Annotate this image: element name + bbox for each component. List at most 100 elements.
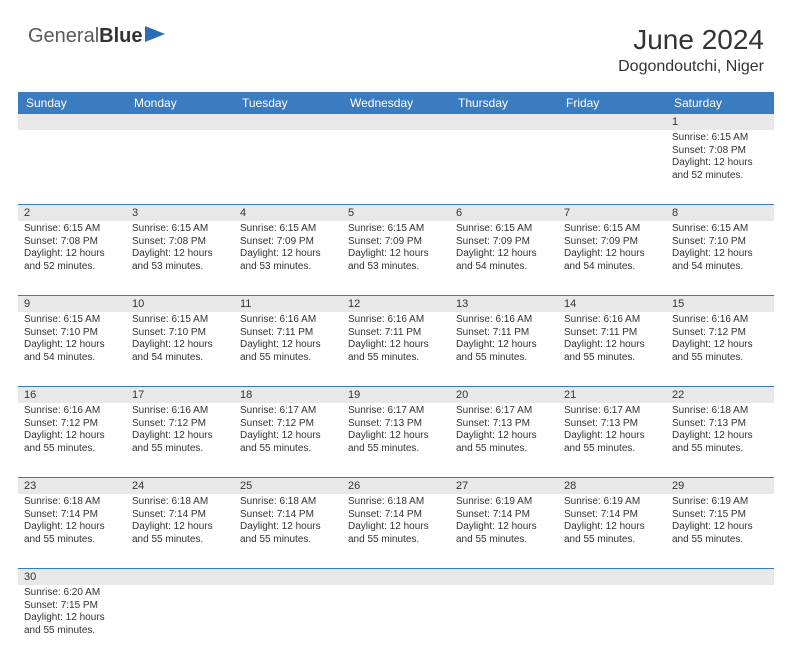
daylight-text-1: Daylight: 12 hours bbox=[24, 430, 120, 443]
day-header-row: SundayMondayTuesdayWednesdayThursdayFrid… bbox=[18, 92, 774, 114]
daylight-text-1: Daylight: 12 hours bbox=[24, 339, 120, 352]
daylight-text-1: Daylight: 12 hours bbox=[240, 248, 336, 261]
day-cell bbox=[234, 130, 342, 204]
logo: GeneralBlue bbox=[28, 24, 169, 48]
daylight-text-2: and 54 minutes. bbox=[132, 352, 228, 365]
sunrise-text: Sunrise: 6:18 AM bbox=[672, 405, 768, 418]
daylight-text-1: Daylight: 12 hours bbox=[240, 339, 336, 352]
day-header: Monday bbox=[126, 92, 234, 114]
day-number: 6 bbox=[450, 205, 558, 221]
daylight-text-2: and 54 minutes. bbox=[564, 261, 660, 274]
daylight-text-2: and 52 minutes. bbox=[24, 261, 120, 274]
sunrise-text: Sunrise: 6:17 AM bbox=[348, 405, 444, 418]
day-number: 30 bbox=[18, 569, 126, 585]
calendar: SundayMondayTuesdayWednesdayThursdayFrid… bbox=[18, 92, 774, 659]
day-cell: Sunrise: 6:15 AMSunset: 7:08 PMDaylight:… bbox=[18, 221, 126, 295]
sunset-text: Sunset: 7:08 PM bbox=[672, 145, 768, 158]
sunrise-text: Sunrise: 6:15 AM bbox=[348, 223, 444, 236]
daylight-text-1: Daylight: 12 hours bbox=[132, 339, 228, 352]
day-cell: Sunrise: 6:18 AMSunset: 7:14 PMDaylight:… bbox=[342, 494, 450, 568]
logo-flag-icon bbox=[145, 24, 169, 42]
sunrise-text: Sunrise: 6:16 AM bbox=[456, 314, 552, 327]
day-number: 25 bbox=[234, 478, 342, 494]
day-cell: Sunrise: 6:15 AMSunset: 7:08 PMDaylight:… bbox=[666, 130, 774, 204]
week-block: 2345678Sunrise: 6:15 AMSunset: 7:08 PMDa… bbox=[18, 205, 774, 296]
sunset-text: Sunset: 7:12 PM bbox=[240, 418, 336, 431]
daylight-text-1: Daylight: 12 hours bbox=[456, 430, 552, 443]
day-cell: Sunrise: 6:15 AMSunset: 7:09 PMDaylight:… bbox=[342, 221, 450, 295]
day-number bbox=[342, 114, 450, 130]
sunrise-text: Sunrise: 6:18 AM bbox=[24, 496, 120, 509]
sunset-text: Sunset: 7:14 PM bbox=[564, 509, 660, 522]
day-cell: Sunrise: 6:15 AMSunset: 7:08 PMDaylight:… bbox=[126, 221, 234, 295]
daylight-text-2: and 55 minutes. bbox=[672, 534, 768, 547]
daylight-text-2: and 55 minutes. bbox=[348, 534, 444, 547]
daylight-text-2: and 55 minutes. bbox=[672, 443, 768, 456]
day-cell: Sunrise: 6:18 AMSunset: 7:14 PMDaylight:… bbox=[126, 494, 234, 568]
day-cell: Sunrise: 6:17 AMSunset: 7:12 PMDaylight:… bbox=[234, 403, 342, 477]
day-cell: Sunrise: 6:19 AMSunset: 7:15 PMDaylight:… bbox=[666, 494, 774, 568]
daylight-text-2: and 52 minutes. bbox=[672, 170, 768, 183]
day-number: 15 bbox=[666, 296, 774, 312]
sunrise-text: Sunrise: 6:15 AM bbox=[132, 314, 228, 327]
day-number bbox=[126, 569, 234, 585]
day-number bbox=[18, 114, 126, 130]
daylight-text-1: Daylight: 12 hours bbox=[672, 157, 768, 170]
week-block: 1Sunrise: 6:15 AMSunset: 7:08 PMDaylight… bbox=[18, 114, 774, 205]
sunrise-text: Sunrise: 6:17 AM bbox=[240, 405, 336, 418]
daylight-text-2: and 55 minutes. bbox=[240, 443, 336, 456]
day-number: 26 bbox=[342, 478, 450, 494]
daylight-text-1: Daylight: 12 hours bbox=[24, 248, 120, 261]
daylight-text-1: Daylight: 12 hours bbox=[348, 339, 444, 352]
day-cell: Sunrise: 6:18 AMSunset: 7:13 PMDaylight:… bbox=[666, 403, 774, 477]
day-number-row: 16171819202122 bbox=[18, 387, 774, 403]
day-cell: Sunrise: 6:19 AMSunset: 7:14 PMDaylight:… bbox=[558, 494, 666, 568]
day-cell: Sunrise: 6:16 AMSunset: 7:11 PMDaylight:… bbox=[234, 312, 342, 386]
day-number-row: 30 bbox=[18, 569, 774, 585]
day-number: 22 bbox=[666, 387, 774, 403]
day-number bbox=[126, 114, 234, 130]
sunrise-text: Sunrise: 6:15 AM bbox=[24, 223, 120, 236]
daylight-text-1: Daylight: 12 hours bbox=[564, 521, 660, 534]
sunrise-text: Sunrise: 6:18 AM bbox=[348, 496, 444, 509]
sunset-text: Sunset: 7:09 PM bbox=[564, 236, 660, 249]
day-cell bbox=[18, 130, 126, 204]
day-number: 1 bbox=[666, 114, 774, 130]
daylight-text-2: and 55 minutes. bbox=[456, 443, 552, 456]
day-number: 4 bbox=[234, 205, 342, 221]
sunset-text: Sunset: 7:15 PM bbox=[24, 600, 120, 613]
sunset-text: Sunset: 7:13 PM bbox=[456, 418, 552, 431]
sunrise-text: Sunrise: 6:19 AM bbox=[456, 496, 552, 509]
day-number: 28 bbox=[558, 478, 666, 494]
daylight-text-2: and 55 minutes. bbox=[240, 534, 336, 547]
sunset-text: Sunset: 7:10 PM bbox=[24, 327, 120, 340]
sunset-text: Sunset: 7:14 PM bbox=[348, 509, 444, 522]
daylight-text-1: Daylight: 12 hours bbox=[672, 430, 768, 443]
sunset-text: Sunset: 7:12 PM bbox=[24, 418, 120, 431]
day-number-row: 2345678 bbox=[18, 205, 774, 221]
day-header: Saturday bbox=[666, 92, 774, 114]
title-block: June 2024 Dogondoutchi, Niger bbox=[618, 24, 764, 76]
weeks-container: 1Sunrise: 6:15 AMSunset: 7:08 PMDaylight… bbox=[18, 114, 774, 659]
sunset-text: Sunset: 7:11 PM bbox=[240, 327, 336, 340]
sunrise-text: Sunrise: 6:17 AM bbox=[456, 405, 552, 418]
logo-text-1: General bbox=[28, 25, 99, 48]
day-number bbox=[558, 569, 666, 585]
sunrise-text: Sunrise: 6:15 AM bbox=[456, 223, 552, 236]
day-number: 11 bbox=[234, 296, 342, 312]
daylight-text-2: and 55 minutes. bbox=[132, 443, 228, 456]
daylight-text-2: and 53 minutes. bbox=[348, 261, 444, 274]
day-number: 24 bbox=[126, 478, 234, 494]
day-number: 2 bbox=[18, 205, 126, 221]
location: Dogondoutchi, Niger bbox=[618, 58, 764, 76]
day-cell: Sunrise: 6:16 AMSunset: 7:12 PMDaylight:… bbox=[18, 403, 126, 477]
week-block: 30Sunrise: 6:20 AMSunset: 7:15 PMDayligh… bbox=[18, 569, 774, 659]
data-row: Sunrise: 6:15 AMSunset: 7:08 PMDaylight:… bbox=[18, 221, 774, 295]
daylight-text-2: and 55 minutes. bbox=[24, 443, 120, 456]
daylight-text-2: and 55 minutes. bbox=[672, 352, 768, 365]
day-cell: Sunrise: 6:15 AMSunset: 7:09 PMDaylight:… bbox=[558, 221, 666, 295]
day-number bbox=[450, 114, 558, 130]
sunset-text: Sunset: 7:11 PM bbox=[564, 327, 660, 340]
sunset-text: Sunset: 7:15 PM bbox=[672, 509, 768, 522]
sunrise-text: Sunrise: 6:16 AM bbox=[132, 405, 228, 418]
